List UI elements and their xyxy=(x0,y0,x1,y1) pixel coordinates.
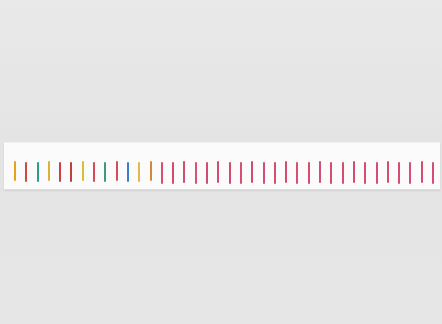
color-mark xyxy=(48,161,50,181)
color-mark xyxy=(409,162,411,184)
color-mark xyxy=(364,162,366,184)
color-mark xyxy=(240,162,242,184)
color-mark xyxy=(14,161,16,181)
color-mark xyxy=(70,162,72,182)
color-mark xyxy=(319,161,321,183)
color-mark xyxy=(206,162,208,184)
color-mark xyxy=(172,162,174,184)
color-mark xyxy=(274,162,276,184)
color-mark xyxy=(37,162,39,182)
color-mark xyxy=(93,162,95,182)
color-mark xyxy=(263,162,265,184)
color-mark xyxy=(432,162,434,184)
color-mark xyxy=(421,161,423,183)
color-mark xyxy=(353,161,355,183)
color-mark xyxy=(150,161,152,181)
color-mark xyxy=(116,161,118,181)
color-mark xyxy=(82,161,84,181)
color-mark xyxy=(308,162,310,184)
color-mark xyxy=(138,162,140,182)
color-mark xyxy=(183,161,185,183)
color-mark xyxy=(342,162,344,184)
color-mark xyxy=(398,162,400,184)
color-mark xyxy=(59,162,61,182)
color-mark xyxy=(104,162,106,182)
color-mark xyxy=(330,162,332,184)
color-mark xyxy=(376,162,378,184)
color-mark xyxy=(296,162,298,184)
color-mark xyxy=(195,162,197,184)
color-mark xyxy=(25,162,27,182)
color-mark xyxy=(229,162,231,184)
color-mark xyxy=(387,161,389,183)
color-mark xyxy=(161,162,163,184)
color-mark xyxy=(285,161,287,183)
color-mark xyxy=(251,161,253,183)
color-mark xyxy=(217,161,219,183)
paper-strip xyxy=(4,142,440,190)
color-mark xyxy=(127,162,129,182)
marks-layer xyxy=(4,143,440,189)
